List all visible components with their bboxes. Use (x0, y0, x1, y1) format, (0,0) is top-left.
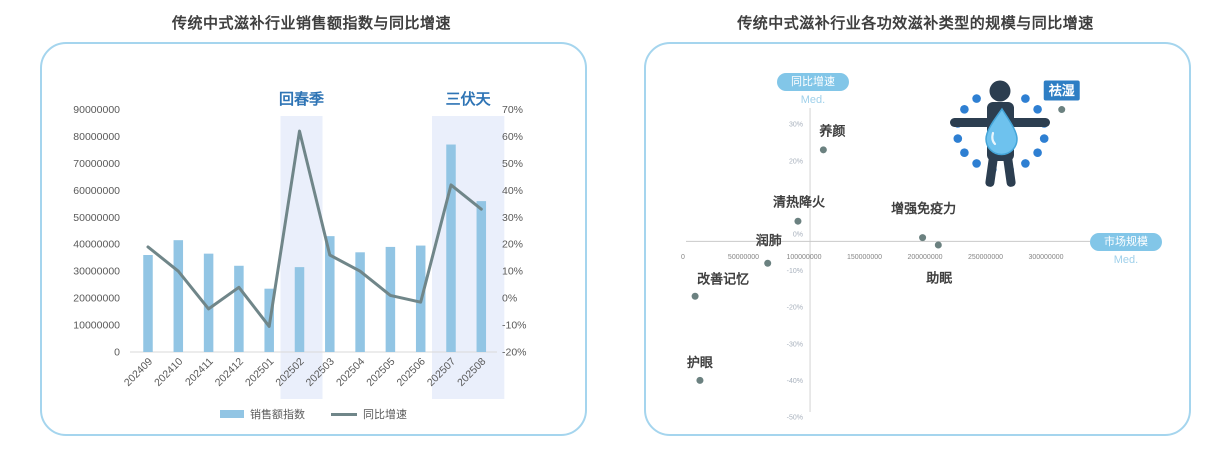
right-chart-title: 传统中式滋补行业各功效滋补类型的规模与同比增速 (737, 15, 1094, 32)
scatter-y-tick: -50% (787, 415, 803, 422)
left-axis-tick: 80000000 (73, 131, 120, 143)
x-axis-label-pill: 市场规模 (1090, 233, 1162, 251)
left-axis-tick: 60000000 (73, 185, 120, 197)
scatter-y-tick: 0% (793, 232, 803, 239)
left-axis-tick: 0 (114, 347, 120, 359)
x-category-label: 202412 (213, 356, 246, 389)
left-chart-legend: 销售额指数 同比增速 (42, 406, 585, 422)
left-axis-tick: 50000000 (73, 212, 120, 224)
left-axis-tick: 90000000 (73, 104, 120, 116)
x-category-label: 202505 (364, 356, 397, 389)
left-axis-tick: 40000000 (73, 239, 120, 251)
legend-bar-label: 销售额指数 (250, 409, 305, 421)
scatter-chart-card: 0 50000000 100000000 150000000 200000000 2500… (644, 42, 1191, 436)
scatter-y-tick: -20% (787, 305, 803, 312)
scatter-point (696, 376, 704, 384)
sales-index-bar (173, 240, 184, 352)
point-label: 护眼 (687, 355, 714, 370)
highlight-band (280, 116, 323, 399)
sales-index-bar (446, 144, 456, 352)
scatter-x-tick: 150000000 (847, 254, 882, 261)
left-axis-tick: 70000000 (73, 158, 120, 170)
point-label: 助眠 (926, 270, 952, 285)
scatter-point (934, 241, 942, 249)
x-category-label: 202411 (183, 356, 216, 389)
person-hydration-icon (950, 80, 1050, 187)
scatter-y-tick: 20% (789, 158, 803, 165)
scatter-x-tick: 300000000 (1028, 254, 1063, 261)
sales-index-growth-combo-chart: 回春季 三伏天 0 10000000 20000000 30000000 40000000 5… (73, 90, 527, 399)
left-axis-tick: 20000000 (73, 293, 120, 305)
scatter-x-tick: 0 (681, 254, 685, 261)
band-annotation-label: 回春季 (279, 90, 324, 108)
scatter-point (819, 146, 827, 154)
x-category-label: 202504 (334, 356, 367, 389)
y-axis-median-label: Med. (800, 94, 826, 106)
left-axis-tick: 10000000 (73, 320, 120, 332)
legend-line-label: 同比增速 (363, 409, 407, 421)
scatter-point (919, 234, 927, 242)
sales-index-bar (325, 236, 335, 352)
scatter-point (794, 217, 802, 225)
right-axis-tick: 10% (502, 266, 523, 278)
point-label: 清热降火 (773, 195, 826, 210)
drop-highlight (991, 131, 997, 146)
right-axis-tick: 70% (502, 104, 523, 116)
scatter-y-tick: 30% (789, 122, 803, 129)
sales-index-bar (203, 253, 214, 352)
right-axis-tick: 50% (502, 158, 523, 170)
x-axis-median-label: Med. (1113, 254, 1139, 266)
scatter-y-tick: -30% (787, 341, 803, 348)
sales-index-bar (234, 265, 244, 352)
right-axis-tick: -20% (502, 347, 527, 359)
point-label: 增强免疫力 (891, 201, 956, 216)
sales-index-bar (143, 255, 153, 352)
scatter-y-tick: -10% (787, 268, 803, 275)
point-badge (1043, 80, 1080, 101)
scatter-point (691, 292, 699, 300)
scatter-x-tick: 250000000 (968, 254, 1003, 261)
point-label: 润肺 (756, 233, 782, 248)
x-category-label: 202410 (152, 356, 185, 389)
right-axis-tick: 0% (502, 293, 517, 305)
scatter-point (1058, 106, 1066, 114)
yoy-growth-line (146, 129, 483, 328)
point-label: 改善记忆 (697, 272, 749, 287)
efficacy-scale-growth-scatter-chart: 0 50000000 100000000 150000000 200000000 2500… (681, 80, 1090, 422)
scatter-point (764, 259, 772, 267)
right-axis-tick: 60% (502, 131, 523, 143)
right-axis-tick: 40% (502, 185, 523, 197)
sales-index-bar (294, 267, 305, 352)
legend-line-swatch (331, 412, 357, 416)
y-axis-label-pill: 同比增速 (777, 73, 849, 91)
point-badge-label: 祛湿 (1049, 83, 1075, 98)
x-category-label: 202506 (395, 356, 428, 389)
left-chart-title: 传统中式滋补行业销售额指数与同比增速 (171, 15, 451, 32)
right-axis-tick: -10% (502, 320, 527, 332)
right-axis-tick: 20% (502, 239, 523, 251)
scatter-axes: 0 50000000 100000000 150000000 200000000 2500… (681, 108, 1090, 422)
scatter-x-tick: 50000000 (728, 254, 759, 261)
point-label: 养颜 (818, 123, 845, 138)
sales-index-bar (476, 201, 487, 352)
sales-index-chart-card: 回春季 三伏天 0 10000000 20000000 30000000 40000000 5… (40, 42, 587, 436)
legend-bar-swatch (220, 410, 244, 418)
x-category-label: 202409 (122, 356, 155, 389)
band-annotation-label: 三伏天 (446, 90, 492, 108)
sales-index-bar (385, 246, 396, 352)
right-axis-tick: 30% (502, 212, 523, 224)
left-axis-tick: 30000000 (73, 266, 120, 278)
scatter-y-tick: -40% (787, 378, 803, 385)
highlight-band (432, 116, 505, 399)
x-category-label: 202501 (243, 356, 276, 389)
sales-index-bar (355, 252, 365, 352)
scatter-x-tick: 100000000 (786, 254, 821, 261)
scatter-x-tick: 200000000 (907, 254, 942, 261)
